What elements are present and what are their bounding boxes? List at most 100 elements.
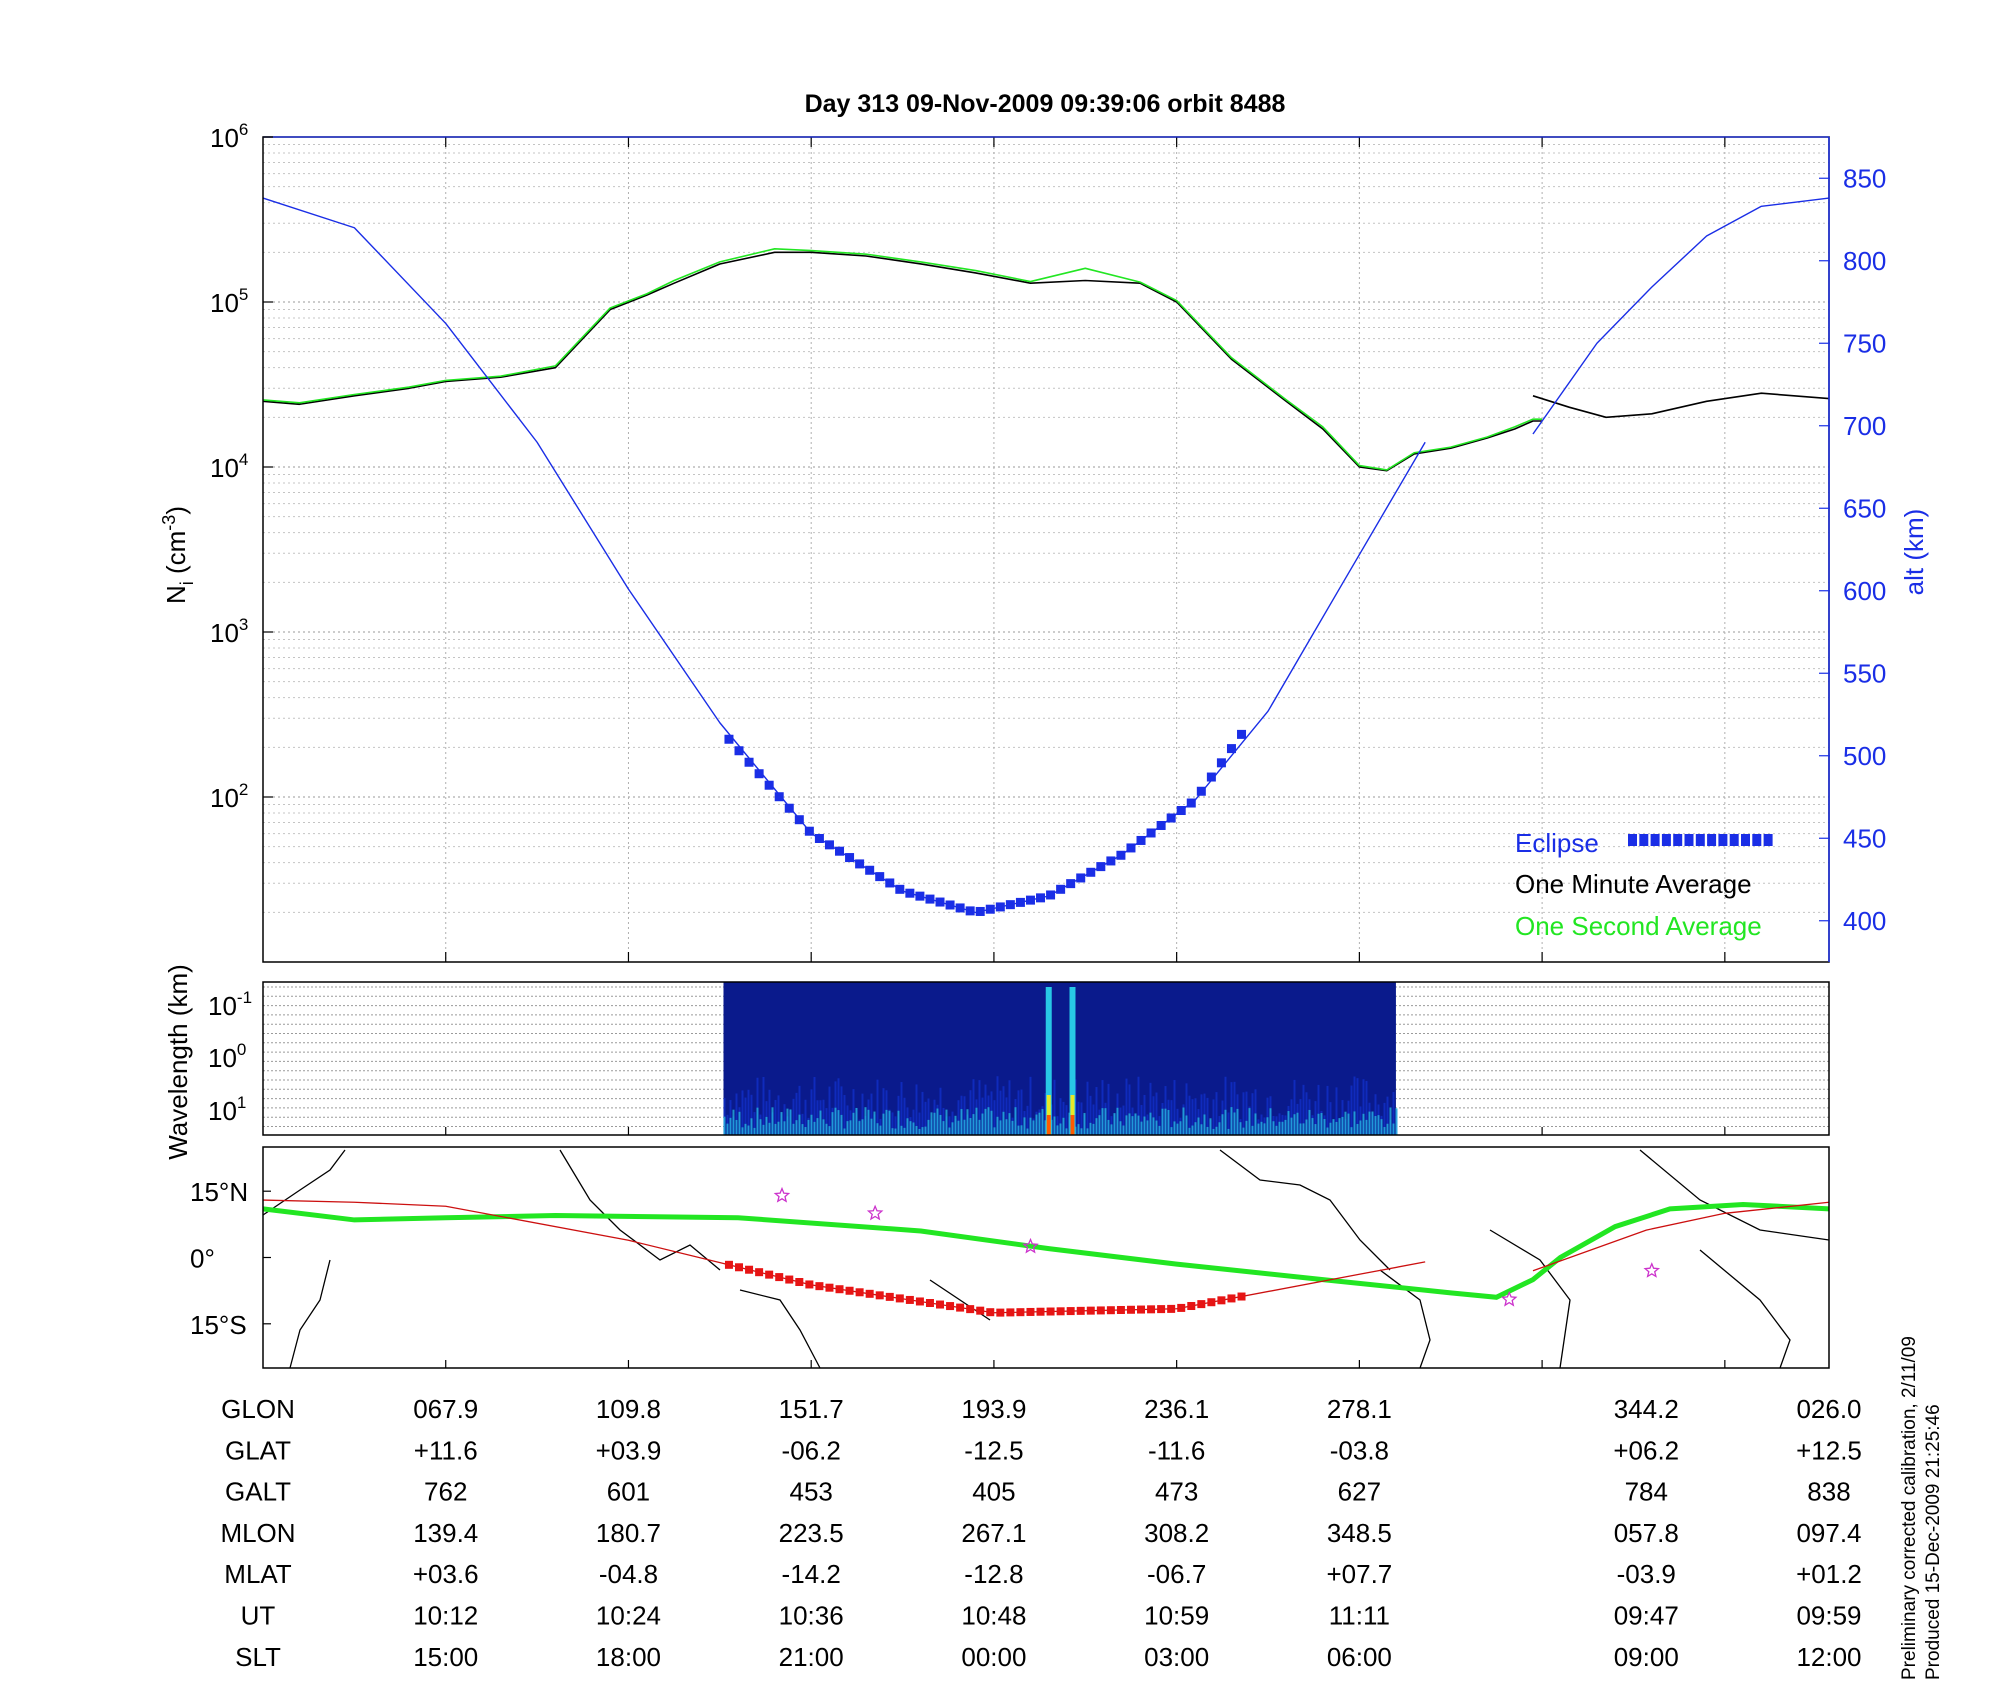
spectrogram-column (732, 1109, 735, 1135)
spectrogram-column (837, 1078, 840, 1135)
spectrogram-column (1227, 1112, 1230, 1135)
eclipse-marker (925, 894, 935, 904)
spectrogram-column (1029, 1117, 1032, 1135)
altitude-tick-label: 650 (1843, 493, 1886, 523)
map-eclipse-marker (1046, 1307, 1055, 1316)
coastline (1379, 1269, 1431, 1369)
table-cell: -04.8 (599, 1559, 658, 1589)
legend-eclipse-square (1729, 834, 1739, 846)
table-cell: 11:11 (1329, 1601, 1390, 1631)
spectrogram-column (1167, 1109, 1170, 1135)
spectrogram-column (1266, 1117, 1269, 1135)
map-lat-label: 0° (190, 1244, 215, 1274)
spectrogram-column (1113, 1113, 1116, 1135)
spectrogram-column (1152, 1117, 1155, 1135)
spectrogram-panel: 10-1 100 101 Wavelength (km) (163, 964, 1830, 1160)
altitude-tick-label: 750 (1843, 328, 1886, 358)
spectrogram-column (807, 1119, 810, 1135)
coastline (1639, 1149, 1830, 1241)
spectrogram-column (1383, 1127, 1386, 1135)
altitude-tick-label: 450 (1843, 823, 1886, 853)
spectrogram-column (963, 1119, 966, 1135)
spectrogram-column (1134, 1113, 1137, 1135)
eclipse-marker (1226, 744, 1236, 754)
spectrogram-column (1386, 1096, 1389, 1135)
spectrogram-column (1143, 1116, 1146, 1135)
spectrogram-column (1017, 1090, 1020, 1135)
spectrogram-y-ticks: 10-1 100 101 (208, 988, 252, 1126)
spectrogram-column (885, 1109, 888, 1135)
spectrogram-column (948, 1127, 951, 1135)
spectrogram-column (795, 1120, 798, 1135)
spectrogram-column (924, 1101, 927, 1135)
spectrogram-column (954, 1115, 957, 1135)
spectrogram-column (1083, 1112, 1086, 1135)
spectrogram-column (900, 1082, 903, 1135)
spectrogram-column (738, 1111, 741, 1135)
spectrogram-column (1095, 1118, 1098, 1135)
spectrogram-column (1122, 1125, 1125, 1135)
eclipse-marker (1025, 895, 1035, 905)
spectrogram-column (789, 1109, 792, 1135)
eclipse-marker (935, 897, 945, 907)
spectrogram-column (1329, 1102, 1332, 1135)
map-y-ticks: 15°N 0° 15°S (190, 1177, 1726, 1368)
table-cell: 348.5 (1327, 1518, 1392, 1548)
map-star-markers (773, 1186, 1661, 1307)
eclipse-marker (1156, 820, 1166, 830)
spectrogram-column (1281, 1121, 1284, 1135)
spectrogram-column (999, 1090, 1002, 1135)
series-line-0 (262, 251, 1543, 472)
spectrogram-column (1257, 1123, 1260, 1135)
map-eclipse-marker (755, 1268, 764, 1277)
eclipse-marker (1136, 835, 1146, 845)
spectrogram-column (831, 1112, 834, 1135)
spectrogram-column (1059, 1098, 1062, 1135)
spectrogram-column (1155, 1092, 1158, 1135)
map-eclipse-marker (1147, 1305, 1156, 1314)
spectrogram-column (1089, 1095, 1092, 1135)
eclipse-marker (1046, 890, 1056, 900)
spectrogram-y-label: Wavelength (km) (163, 964, 193, 1160)
spectrogram-column (1161, 1108, 1164, 1135)
spectrogram-column (969, 1118, 972, 1135)
spectrogram-column (1182, 1107, 1185, 1135)
eclipse-marker (1086, 867, 1096, 877)
spectrogram-column (1131, 1116, 1134, 1135)
series-line-1 (1532, 392, 1830, 419)
spectrogram-column (960, 1109, 963, 1135)
table-cell: 057.8 (1614, 1518, 1679, 1548)
spectrogram-column (912, 1122, 915, 1135)
spectrogram-column (1092, 1104, 1095, 1135)
spectrogram-column (1302, 1084, 1305, 1135)
spectrogram-column (1002, 1111, 1005, 1135)
spectrogram-column (1077, 1101, 1080, 1135)
spectrogram-column (801, 1124, 804, 1135)
table-cell: 784 (1625, 1477, 1668, 1507)
map-eclipse-marker (1086, 1306, 1095, 1315)
density-series (262, 197, 1830, 914)
table-row-label: MLAT (224, 1559, 292, 1589)
coastline (559, 1149, 721, 1271)
spectrogram-column (939, 1114, 942, 1135)
spectrogram-column (1020, 1089, 1023, 1135)
spectrogram-column (1254, 1089, 1257, 1135)
spectrogram-column (822, 1119, 825, 1135)
spectrogram-column (1128, 1113, 1131, 1135)
table-cell: 10:36 (779, 1601, 844, 1631)
spectrogram-column (957, 1120, 960, 1135)
spectrogram-column (1053, 1116, 1056, 1135)
spectrogram-column (906, 1118, 909, 1135)
spectrogram-column (1035, 1114, 1038, 1135)
spectrogram-column (1098, 1115, 1101, 1135)
map-eclipse-marker (1167, 1304, 1176, 1313)
spectrogram-column (1020, 1125, 1023, 1135)
spectrogram-column (1023, 1117, 1026, 1135)
spectrogram-column (1044, 1120, 1047, 1135)
spectrogram-column (882, 1088, 885, 1135)
spectrogram-column (1179, 1121, 1182, 1135)
spectrogram-column (804, 1127, 807, 1135)
spectrogram-column (756, 1077, 759, 1135)
density-y-label: Ni (cm-3) (159, 506, 197, 604)
map-eclipse-marker (1207, 1298, 1216, 1307)
